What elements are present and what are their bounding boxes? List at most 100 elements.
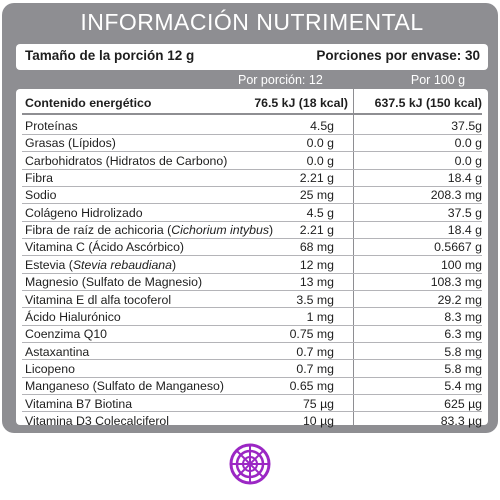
row-separator (22, 272, 482, 274)
nutrient-per-100g: 108.3 mg (430, 275, 482, 290)
nutrient-per-100g: 0.0 g (454, 136, 482, 151)
nutrient-row: Grasas (Lípidos) 0.0 g 0.0 g (16, 134, 488, 152)
nutrient-name: Estevia (Stevia rebaudiana) (25, 258, 176, 272)
nutrient-row: Fibra 2.21 g 18.4 g (16, 169, 488, 187)
row-separator (22, 168, 482, 170)
nutrient-name-part: ) (171, 257, 177, 272)
nutrient-per-serving: 68 mg (299, 240, 334, 255)
nutrient-row: Licopeno 0.7 mg 5.8 mg (16, 360, 488, 378)
nutrient-per-serving: 3.5 mg (296, 292, 334, 307)
nutrient-row: Coenzima Q10 0.75 mg 6.3 mg (16, 325, 488, 343)
nutrient-per-serving: 2.21 g (299, 223, 334, 238)
nutrient-name: Sodio (25, 188, 57, 203)
nutrient-per-100g: 208.3 mg (430, 188, 482, 203)
nutrient-row: Magnesio (Sulfato de Magnesio) 13 mg 108.3… (16, 273, 488, 291)
nutrient-per-serving: 0.7 mg (296, 361, 334, 376)
nutrient-per-100g: 5.8 mg (444, 344, 482, 359)
nutrient-name: Coenzima Q10 (25, 327, 108, 342)
serving-info-bar: Tamaño de la porción 12 g Porciones por … (16, 44, 488, 70)
nutrient-per-serving: 0.65 mg (289, 379, 334, 394)
column-divider (353, 89, 354, 425)
nutrient-per-serving: 13 mg (299, 275, 334, 290)
nutrient-name: Ácido Hialurónico (25, 309, 121, 324)
row-separator (22, 307, 482, 309)
row-separator (22, 376, 482, 378)
energy-row: Contenido energético 76.5 kJ (18 kcal) 6… (16, 94, 488, 112)
row-separator (22, 133, 482, 135)
nutrient-per-100g: 625 µg (444, 396, 482, 411)
panel-title: INFORMACIÓN NUTRIMENTAL (80, 9, 424, 35)
row-separator (22, 359, 482, 361)
row-separator (22, 151, 482, 153)
nutrient-per-100g: 83.3 µg (440, 413, 482, 428)
nutrient-per-100g: 29.2 mg (437, 292, 482, 307)
nutrient-per-serving: 4.5g (310, 119, 334, 133)
nutrient-per-100g: 8.3 mg (444, 309, 482, 324)
nutrient-per-100g: 5.8 mg (444, 361, 482, 376)
nutrient-per-serving: 1 mg (306, 309, 334, 324)
brand-logo-icon (229, 443, 271, 485)
nutrient-per-100g: 18.4 g (447, 171, 482, 186)
nutrient-row: Fibra de raíz de achicoria (Cichorium in… (16, 221, 488, 239)
row-separator (22, 185, 482, 187)
serving-size-label: Tamaño de la porción 12 g (25, 48, 195, 63)
nutrient-per-serving: 4.5 g (306, 205, 334, 220)
nutrient-name-part: ) (269, 223, 274, 238)
nutrient-name: Fibra (25, 171, 54, 186)
row-separator (22, 290, 482, 291)
nutrient-name-scientific: Stevia rebaudiana (72, 257, 172, 272)
nutrient-name: Colágeno Hidrolizado (25, 205, 143, 220)
nutrient-name: Carbohidratos (Hidratos de Carbono) (25, 153, 228, 168)
nutrient-per-100g: 0.0 g (454, 153, 482, 168)
nutrition-panel: INFORMACIÓN NUTRIMENTAL Tamaño de la por… (2, 3, 498, 433)
nutrient-per-100g: 18.4 g (447, 223, 482, 238)
nutrient-name-part: Estevia ( (25, 257, 73, 272)
nutrient-name: Grasas (Lípidos) (25, 136, 116, 151)
nutrition-table: Contenido energético 76.5 kJ (18 kcal) 6… (16, 89, 488, 428)
nutrient-per-serving: 0.7 mg (296, 344, 334, 359)
nutrient-name: Magnesio (Sulfato de Magnesio) (25, 275, 203, 290)
nutrient-row: Ácido Hialurónico 1 mg 8.3 mg (16, 308, 488, 326)
nutrient-name: Vitamina E dl alfa tocoferol (25, 292, 172, 307)
nutrient-per-serving: 0.0 g (306, 136, 334, 151)
nutrient-row: Manganeso (Sulfato de Manganeso) 0.65 mg 5… (16, 377, 488, 395)
row-separator (22, 237, 482, 239)
nutrient-per-serving: 12 mg (299, 257, 334, 272)
row-separator (22, 394, 482, 396)
nutrient-per-serving: 75 µg (302, 396, 334, 411)
nutrient-per-100g: 5.4 mg (444, 379, 482, 394)
nutrient-row: Astaxantina 0.7 mg 5.8 mg (16, 343, 488, 361)
row-separator (22, 324, 482, 326)
nutrient-name-part: Fibra de raíz de achicoria ( (25, 223, 172, 238)
nutrient-name: Proteínas (25, 119, 78, 133)
nutrient-row: Colágeno Hidrolizado 4.5 g 37.5 g (16, 204, 488, 222)
nutrient-name: Licopeno (25, 361, 75, 376)
nutrient-row: Proteínas 4.5g 37.5g (16, 117, 488, 135)
row-separator (22, 255, 482, 257)
row-separator (22, 342, 482, 344)
nutrient-row: Vitamina D3 Colecalciferol 10 µg 83.3 µg (16, 412, 488, 430)
nutrient-per-100g: 100 mg (440, 257, 482, 272)
nutrient-row: Carbohidratos (Hidratos de Carbono) 0.0 g… (16, 152, 488, 170)
row-separator (22, 411, 482, 413)
nutrient-row: Sodio 25 mg 208.3 mg (16, 186, 488, 204)
nutrient-row: Estevia (Stevia rebaudiana) 12 mg 100 mg (16, 256, 488, 274)
nutrient-name: Astaxantina (25, 344, 90, 359)
nutrient-name: Vitamina B7 Biotina (25, 396, 133, 411)
nutrient-per-serving: 2.21 g (299, 171, 334, 186)
nutrient-row: Vitamina C (Ácido Ascórbico) 68 mg 0.5667 … (16, 238, 488, 256)
column-header-per-100g: Por 100 g (410, 73, 466, 87)
nutrient-name-scientific: Cichorium intybus (171, 223, 269, 238)
nutrient-per-100g: 0.5667 g (434, 240, 482, 255)
servings-per-container-label: Porciones por envase: 30 (316, 48, 480, 63)
nutrient-per-serving: 0.75 mg (289, 327, 334, 342)
nutrient-per-serving: 25 mg (299, 188, 334, 203)
nutrient-per-100g: 37.5g (451, 119, 482, 133)
energy-per-serving: 76.5 kJ (18 kcal) (254, 96, 348, 110)
row-separator (22, 220, 482, 222)
nutrient-name: Manganeso (Sulfato de Manganeso) (25, 379, 224, 394)
nutrient-per-100g: 37.5 g (447, 205, 482, 220)
energy-separator (22, 113, 482, 115)
nutrient-per-serving: 10 µg (302, 413, 334, 428)
nutrient-row: Vitamina B7 Biotina 75 µg 625 µg (16, 395, 488, 413)
